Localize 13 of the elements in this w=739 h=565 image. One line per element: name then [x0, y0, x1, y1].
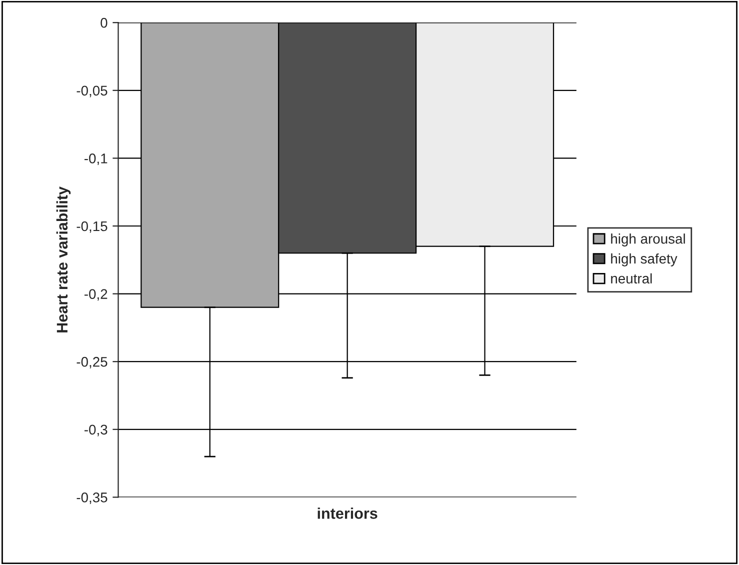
y-tick-label: -0,2 [84, 289, 108, 301]
y-tick-label: -0,05 [76, 86, 108, 98]
y-tick-label: -0,35 [76, 492, 108, 504]
y-tick-label: -0,15 [76, 221, 108, 233]
y-tick-label: -0,3 [84, 424, 108, 436]
y-tick-label: -0,25 [76, 356, 108, 368]
x-axis-title: interiors [318, 508, 378, 519]
y-tick-label: -0,1 [84, 154, 108, 166]
y-axis-title: Heart rate variability [56, 186, 71, 332]
y-tick-label: 0 [100, 18, 108, 28]
legend-label: neutral [611, 273, 652, 284]
legend-label: high arousal [611, 234, 685, 246]
legend-label: high safety [611, 253, 678, 266]
